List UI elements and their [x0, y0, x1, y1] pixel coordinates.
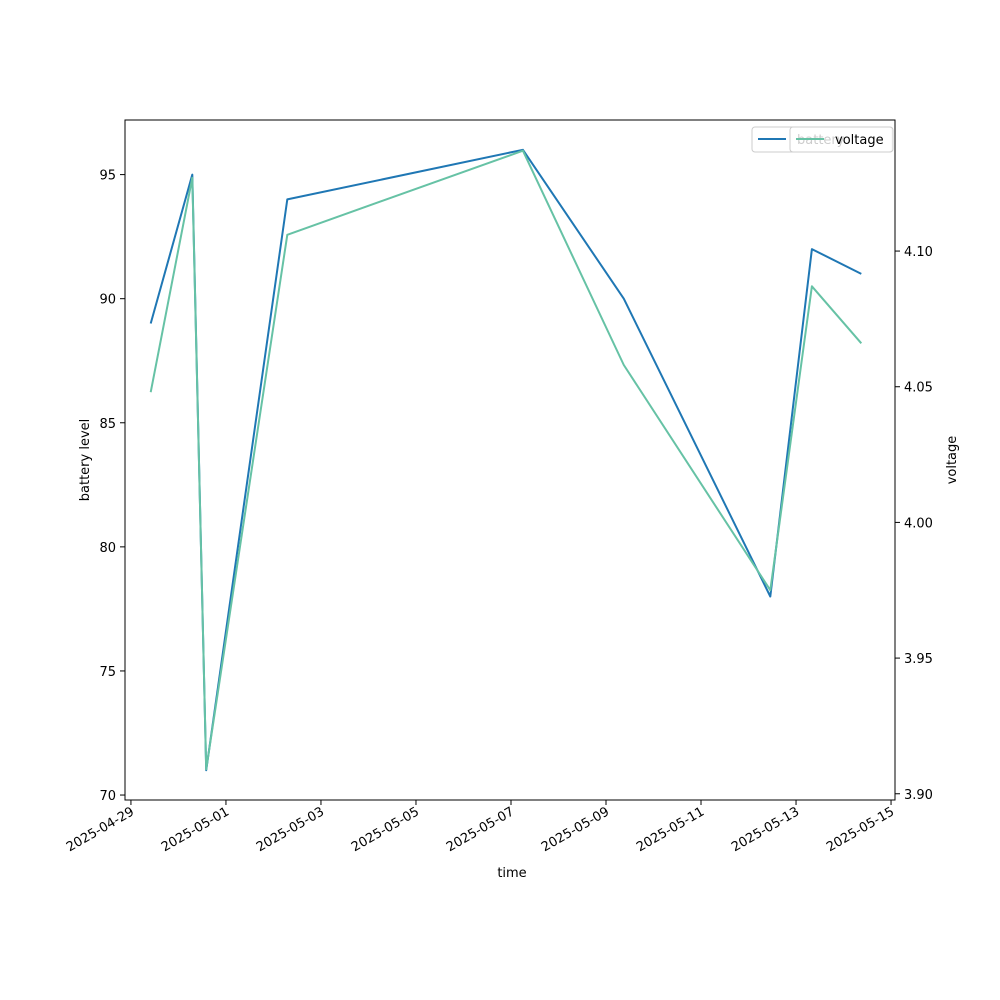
- legend-voltage-label: voltage: [835, 133, 884, 148]
- y-left-tick-label: 75: [99, 665, 116, 680]
- y-right-tick-label: 3.95: [904, 652, 933, 667]
- plot-frame: [124, 119, 896, 801]
- y-right-tick-label: 4.05: [904, 381, 933, 396]
- y-axis-left-title: battery level: [78, 419, 93, 502]
- y-right-tick-label: 4.00: [904, 516, 933, 531]
- x-axis-title: time: [497, 866, 526, 881]
- y-axis-right-title: voltage: [945, 436, 960, 485]
- legend-voltage: voltage: [789, 126, 894, 153]
- y-left-tick-label: 70: [99, 789, 116, 804]
- y-right-tick-label: 3.90: [904, 788, 933, 803]
- y-left-tick-label: 85: [99, 417, 116, 432]
- y-right-tick-label: 4.10: [904, 245, 933, 260]
- plot-layer: [149, 148, 863, 772]
- y-left-tick-label: 80: [99, 541, 116, 556]
- y-left-tick-label: 90: [99, 293, 116, 308]
- legend-voltage-box: [789, 126, 894, 153]
- y-left-tick-label: 95: [99, 169, 116, 184]
